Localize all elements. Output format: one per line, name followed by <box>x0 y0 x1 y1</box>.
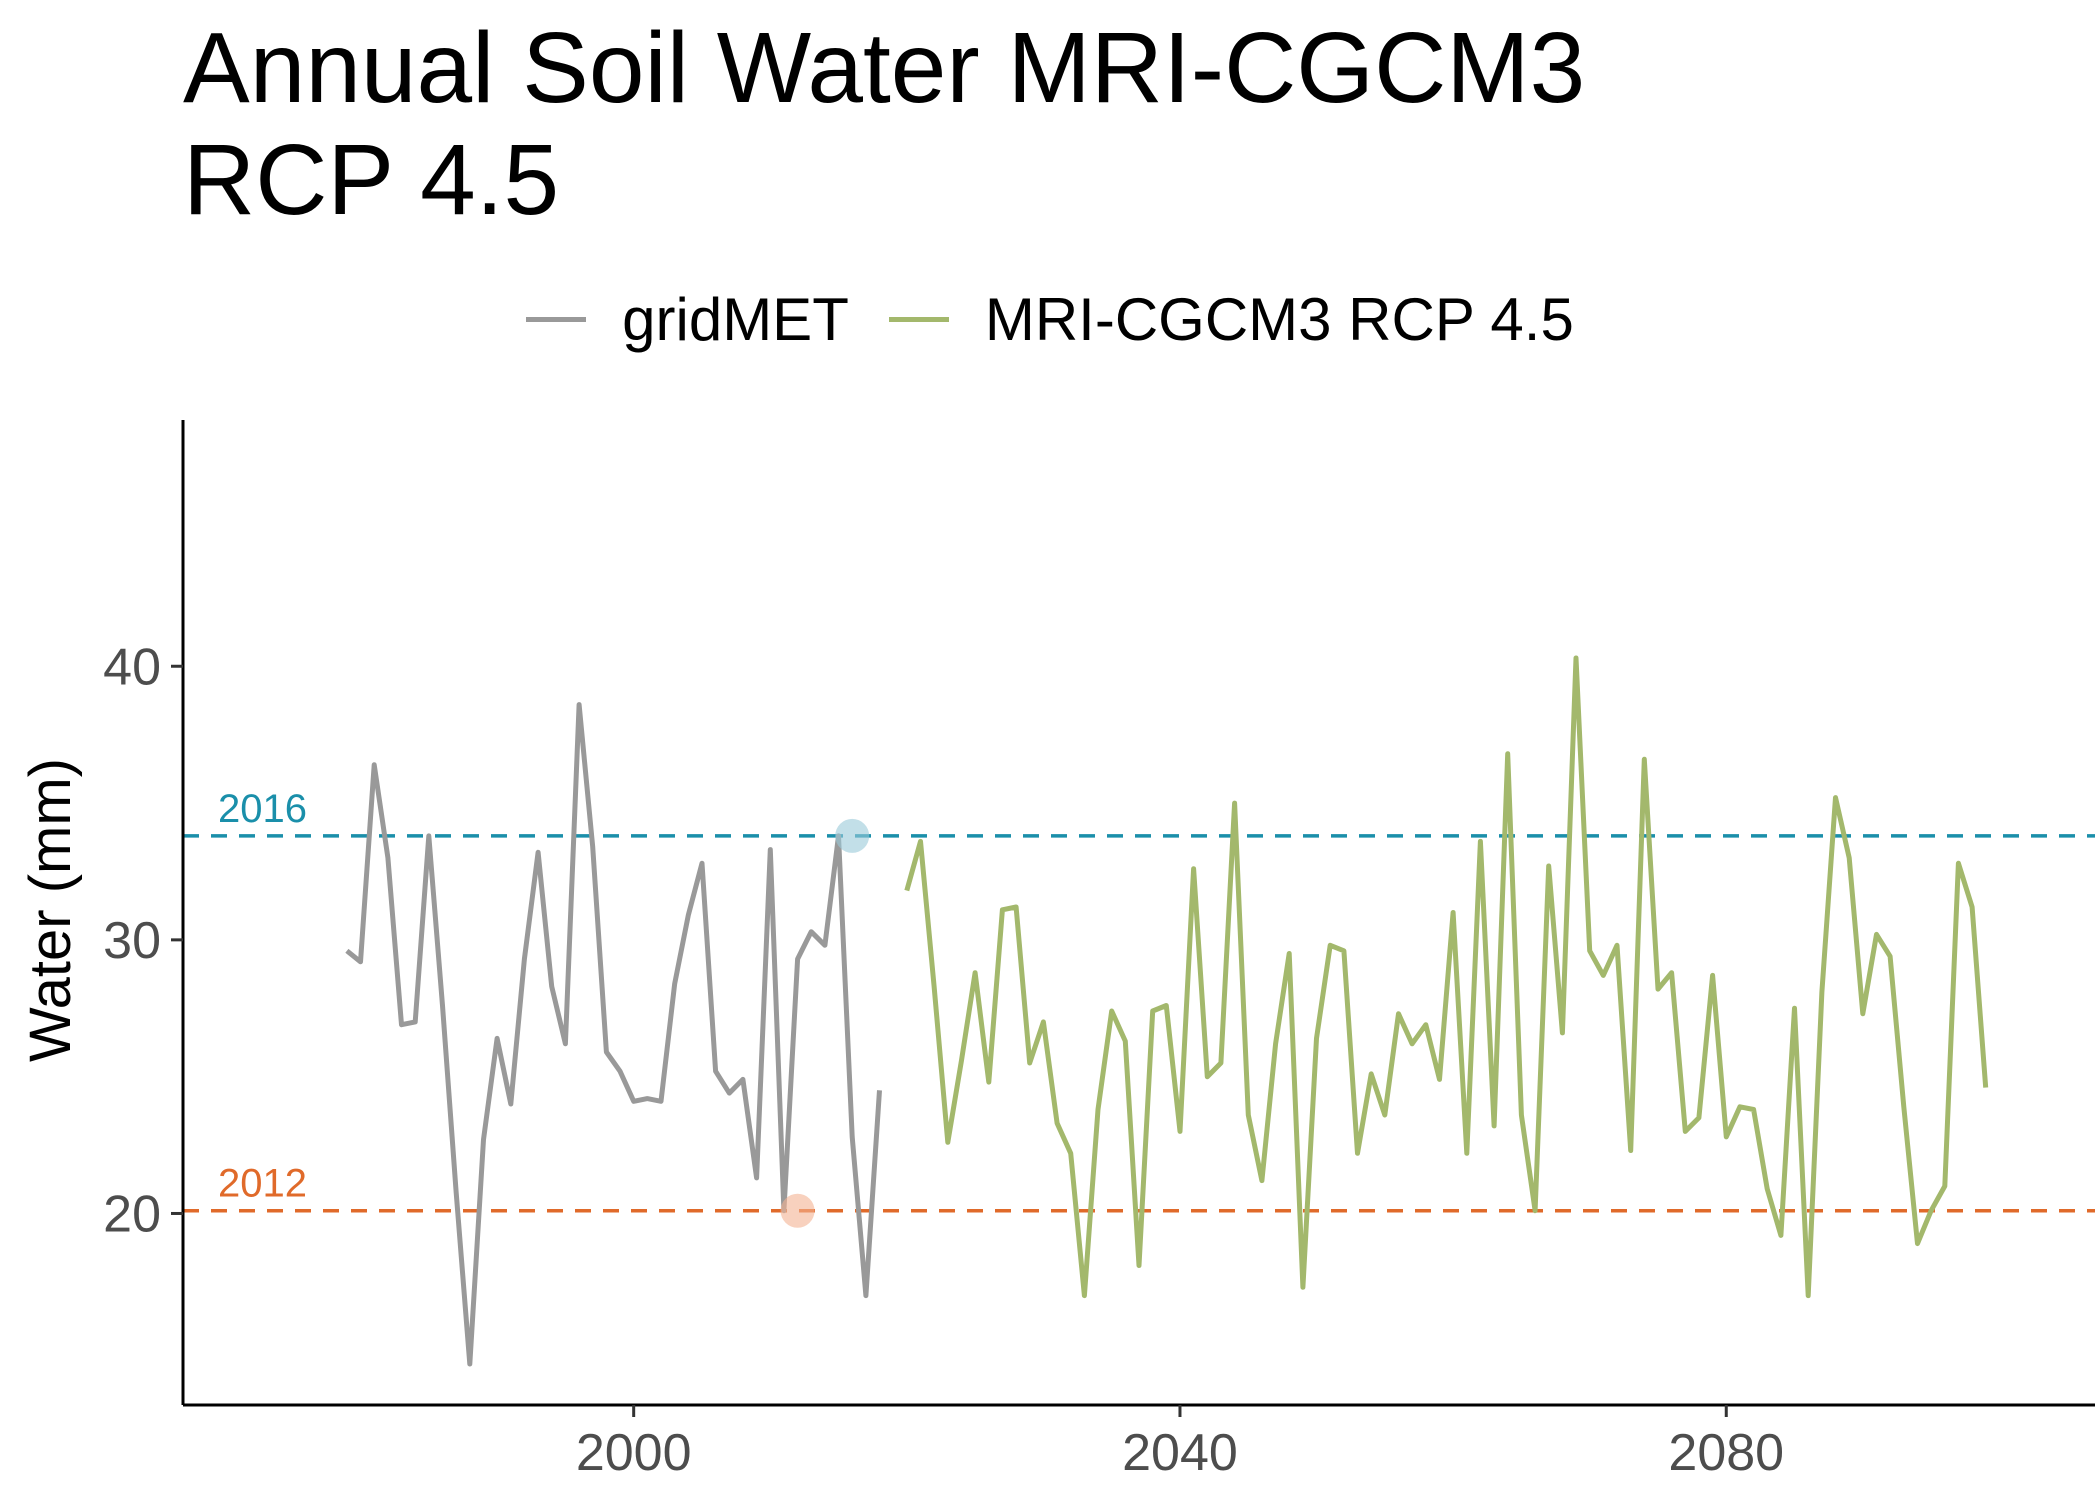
legend-item-gridmet: gridMET <box>526 285 849 354</box>
axes: 20 30 40 2000 2040 2080 <box>103 420 2095 1482</box>
series-lines <box>345 655 1989 1367</box>
legend-label-gridmet: gridMET <box>622 286 849 353</box>
legend-key-gridmet <box>526 317 587 322</box>
y-tick-label-30: 30 <box>103 912 161 970</box>
y-tick-label-40: 40 <box>103 638 161 696</box>
series-line-mri-cgcm3-rcp45 <box>904 655 1989 1299</box>
x-tick-label-2040: 2040 <box>1122 1424 1238 1482</box>
legend-label-mri-cgcm3: MRI-CGCM3 RCP 4.5 <box>984 286 1574 353</box>
legend-key-mri-cgcm3 <box>888 317 949 322</box>
chart-title-line-1: Annual Soil Water MRI-CGCM3 <box>183 12 1586 124</box>
x-tick-label-2000: 2000 <box>576 1424 692 1482</box>
legend: gridMET MRI-CGCM3 RCP 4.5 <box>0 285 2100 354</box>
reference-label-2012: 2012 <box>218 1162 307 1206</box>
series-line-gridmet <box>345 702 882 1367</box>
highlight-marker-2012 <box>780 1193 815 1228</box>
reference-lines: 2016 2012 <box>183 787 2095 1213</box>
highlight-markers <box>780 818 870 1228</box>
reference-label-2016: 2016 <box>218 787 307 831</box>
chart-title-line-2: RCP 4.5 <box>183 124 560 236</box>
highlight-marker-2016 <box>835 818 870 853</box>
y-axis-title: Water (mm) <box>18 758 83 1062</box>
chart-title: Annual Soil Water MRI-CGCM3 RCP 4.5 <box>183 12 1585 236</box>
x-tick-label-2080: 2080 <box>1668 1424 1784 1482</box>
y-tick-label-20: 20 <box>103 1185 161 1243</box>
legend-item-mri-cgcm3: MRI-CGCM3 RCP 4.5 <box>888 285 1574 354</box>
